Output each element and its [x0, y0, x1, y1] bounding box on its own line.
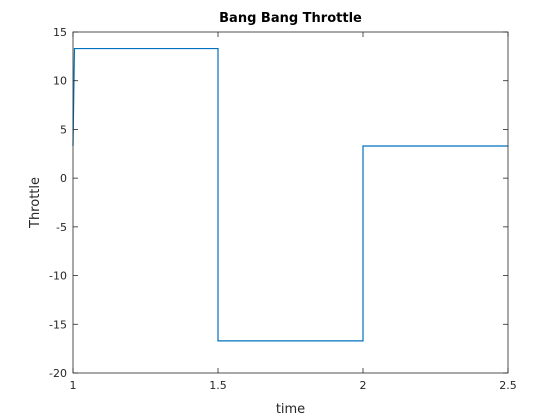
x-tick-label: 2.5	[499, 379, 517, 392]
y-tick-label: -5	[56, 221, 67, 234]
y-tick-label: 0	[60, 172, 67, 185]
axes-box	[72, 31, 509, 374]
series-layer	[72, 47, 508, 342]
y-tick-label: 10	[53, 75, 67, 88]
axes-layer	[72, 31, 509, 374]
y-axis-label: Throttle	[28, 177, 43, 229]
plot-area	[73, 32, 508, 373]
x-tick-label: 1.5	[209, 379, 227, 392]
y-tick-label: -15	[49, 318, 67, 331]
y-tick-label: -10	[49, 270, 67, 283]
y-tick-label: 5	[60, 123, 67, 136]
chart-title: Bang Bang Throttle	[219, 11, 362, 26]
x-axis-label: time	[276, 402, 305, 417]
x-tick-label: 1	[70, 379, 77, 392]
y-tick-label: -20	[49, 367, 67, 380]
x-tick-label: 2	[360, 379, 367, 392]
tick-layer: 1 1.5 2 2.5 -20 -15 -10 -5 0 5 10 15	[49, 26, 517, 392]
series-line-0	[72, 47, 508, 342]
y-tick-label: 15	[53, 26, 67, 39]
